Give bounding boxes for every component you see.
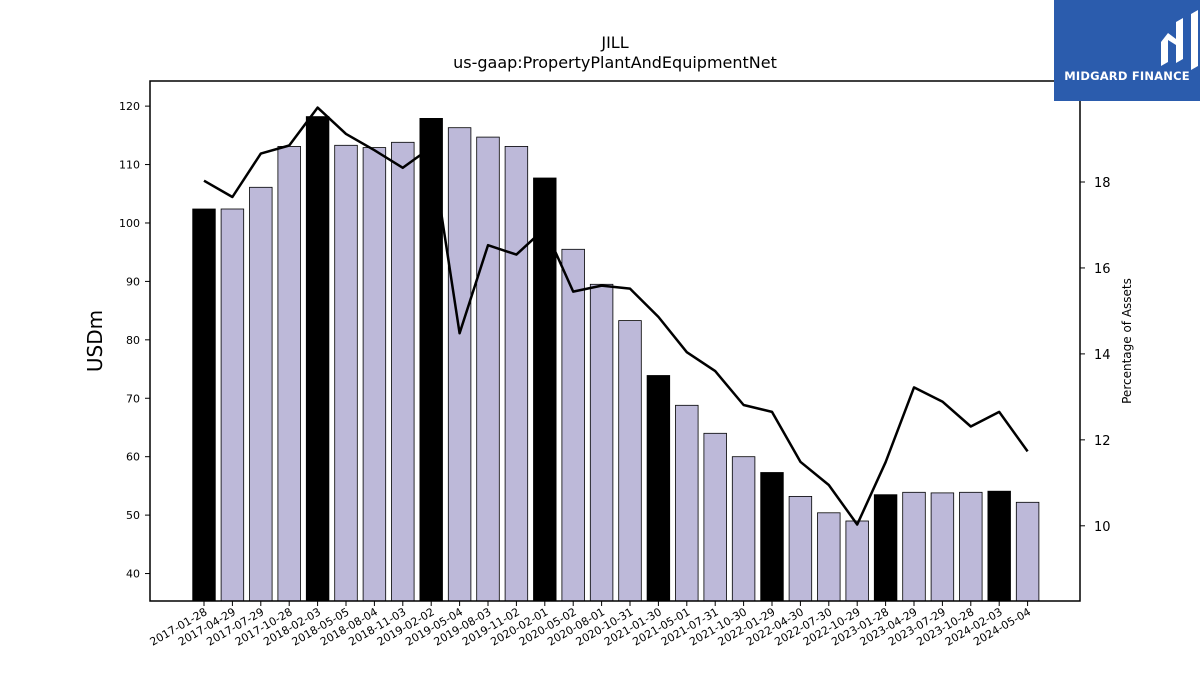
y2-tick-label: 16 — [1094, 262, 1111, 277]
bar — [220, 208, 245, 602]
y-tick-label: 40 — [126, 568, 140, 581]
x-axis: 2017-01-282017-04-292017-07-292017-10-28… — [148, 601, 1033, 649]
bar — [476, 136, 500, 602]
bar — [561, 248, 585, 602]
bar — [817, 512, 841, 602]
bar — [675, 404, 699, 602]
bar — [930, 492, 955, 602]
bar — [305, 116, 330, 602]
bar — [618, 320, 642, 602]
y-tick-label: 60 — [126, 451, 140, 464]
bar — [504, 145, 529, 602]
bar — [788, 495, 813, 602]
y-tick-label: 80 — [126, 334, 140, 347]
y2-tick-label: 14 — [1094, 348, 1111, 363]
bar — [845, 520, 869, 602]
y-tick-label: 120 — [119, 100, 140, 113]
logo-text: MIDGARD FINANCE — [1064, 69, 1190, 83]
midgard-finance-logo: MIDGARD FINANCE — [1054, 0, 1200, 101]
chart-title: JILL — [600, 33, 628, 52]
y-axis-label: USDm — [83, 310, 107, 372]
bar — [533, 177, 557, 602]
y-tick-label: 50 — [126, 509, 140, 522]
y-tick-label: 100 — [119, 217, 140, 230]
bar — [334, 144, 358, 602]
bar — [249, 186, 273, 602]
bar — [760, 472, 784, 602]
bar — [873, 494, 898, 602]
y2-tick-label: 12 — [1094, 434, 1111, 449]
midgard-logo-icon — [1161, 10, 1198, 70]
bar — [589, 283, 614, 602]
bar-series — [192, 116, 1040, 602]
plot-frame — [149, 80, 1081, 602]
bar — [703, 432, 727, 602]
y-tick-label: 110 — [119, 159, 140, 172]
y-tick-label: 90 — [126, 275, 140, 288]
y2-axis-label: Percentage of Assets — [1120, 278, 1134, 404]
bar — [959, 491, 983, 602]
bar — [192, 208, 216, 602]
bar — [391, 141, 415, 602]
y-axis-right: 10 12 14 16 18 — [1080, 176, 1111, 535]
y2-tick-label: 10 — [1094, 520, 1111, 535]
bar — [902, 491, 926, 602]
bar — [646, 375, 671, 602]
chart-subtitle: us-gaap:PropertyPlantAndEquipmentNet — [453, 53, 777, 72]
bar — [277, 145, 301, 602]
bar — [362, 147, 387, 602]
line-series — [203, 106, 1029, 526]
bar — [987, 490, 1011, 602]
percentage-line — [203, 106, 1029, 526]
y-axis-left: 40 50 60 70 80 90 100 110 120 — [119, 100, 150, 581]
bar — [1015, 501, 1040, 602]
y2-tick-label: 18 — [1094, 176, 1111, 191]
bar — [731, 456, 756, 602]
y-tick-label: 70 — [126, 392, 140, 405]
bar — [447, 127, 472, 602]
